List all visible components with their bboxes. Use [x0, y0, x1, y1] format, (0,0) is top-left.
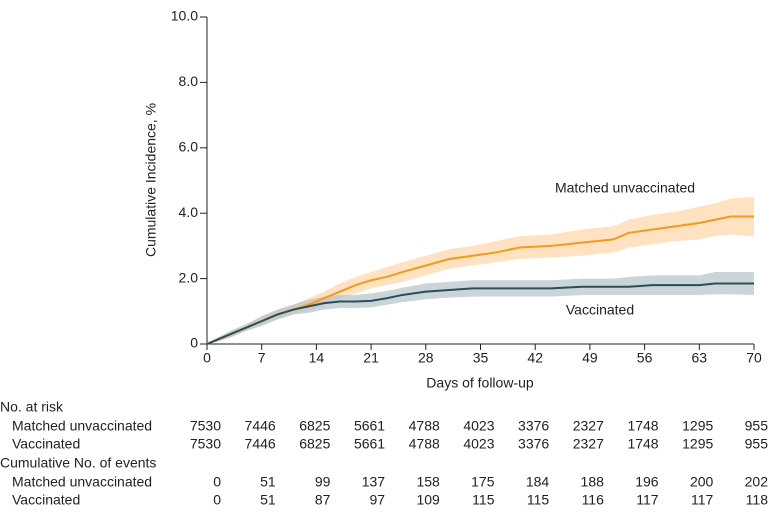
table-cell: 200: [690, 474, 714, 490]
table-cell: 158: [416, 474, 440, 490]
table-row-name: Vaccinated: [12, 492, 80, 508]
table-cell: 5661: [354, 418, 385, 434]
table-cell: 2327: [573, 436, 604, 452]
table-cell: 7446: [245, 436, 276, 452]
table-cell: 2327: [573, 418, 604, 434]
table-cell: 4788: [409, 418, 440, 434]
x-tick-label: 42: [527, 350, 543, 366]
table-cell: 3376: [518, 436, 549, 452]
table-cell: 116: [582, 492, 605, 508]
x-tick-label: 56: [637, 350, 653, 366]
table-cell: 0: [213, 492, 221, 508]
table-title: Cumulative No. of events: [0, 455, 156, 471]
table-cell: 115: [527, 492, 550, 508]
table-cell: 1748: [627, 436, 658, 452]
table-cell: 117: [691, 492, 714, 508]
table-cell: 97: [370, 492, 386, 508]
table-cell: 7530: [190, 418, 221, 434]
table-cell: 184: [526, 474, 550, 490]
table-cell: 1748: [627, 418, 658, 434]
table-row-name: Matched unvaccinated: [12, 474, 152, 490]
table-cell: 117: [636, 492, 659, 508]
table-cell: 109: [416, 492, 440, 508]
x-tick-label: 0: [203, 350, 211, 366]
series-line: [206, 282, 754, 345]
x-tick-label: 35: [473, 350, 489, 366]
table-cell: 115: [472, 492, 495, 508]
table-cell: 51: [260, 492, 276, 508]
table-cell: 202: [745, 474, 769, 490]
table-cell: 188: [581, 474, 605, 490]
table-cell: 7530: [190, 436, 221, 452]
confidence-band: [207, 196, 754, 344]
table-cell: 99: [315, 474, 331, 490]
y-tick-label: 10.0: [171, 8, 198, 24]
table-cell: 955: [745, 436, 769, 452]
table-cell: 955: [745, 418, 769, 434]
table-cell: 1295: [682, 418, 713, 434]
x-tick-label: 28: [418, 350, 434, 366]
table-cell: 7446: [245, 418, 276, 434]
y-tick-label: 2.0: [179, 269, 199, 285]
y-tick-label: 4.0: [179, 204, 199, 220]
table-row-name: Matched unvaccinated: [12, 418, 152, 434]
table-cell: 87: [315, 492, 331, 508]
table-cell: 6825: [299, 436, 330, 452]
x-tick-label: 21: [363, 350, 379, 366]
table-cell: 3376: [518, 418, 549, 434]
table-cell: 5661: [354, 436, 385, 452]
table-cell: 196: [635, 474, 659, 490]
series-label: Vaccinated: [566, 302, 634, 318]
table-cell: 4788: [409, 436, 440, 452]
x-tick-label: 49: [582, 350, 598, 366]
table-cell: 4023: [463, 418, 494, 434]
table-cell: 6825: [299, 418, 330, 434]
x-tick-label: 7: [258, 350, 266, 366]
table-cell: 0: [213, 474, 221, 490]
table-cell: 175: [471, 474, 495, 490]
confidence-band: [207, 272, 754, 344]
series-label: Matched unvaccinated: [555, 180, 695, 196]
y-tick-label: 8.0: [179, 73, 199, 89]
y-axis-label: Cumulative Incidence, %: [143, 103, 159, 257]
table-row-name: Vaccinated: [12, 436, 80, 452]
x-tick-label: 63: [692, 350, 708, 366]
x-tick-label: 14: [309, 350, 325, 366]
y-tick-label: 0: [190, 335, 198, 351]
y-tick-label: 6.0: [179, 139, 199, 155]
x-axis-label: Days of follow-up: [426, 375, 534, 391]
x-tick-label: 70: [746, 350, 762, 366]
table-cell: 4023: [463, 436, 494, 452]
table-cell: 137: [362, 474, 386, 490]
table-cell: 51: [260, 474, 276, 490]
table-cell: 1295: [682, 436, 713, 452]
table-title: No. at risk: [0, 399, 64, 415]
table-cell: 118: [746, 492, 769, 508]
